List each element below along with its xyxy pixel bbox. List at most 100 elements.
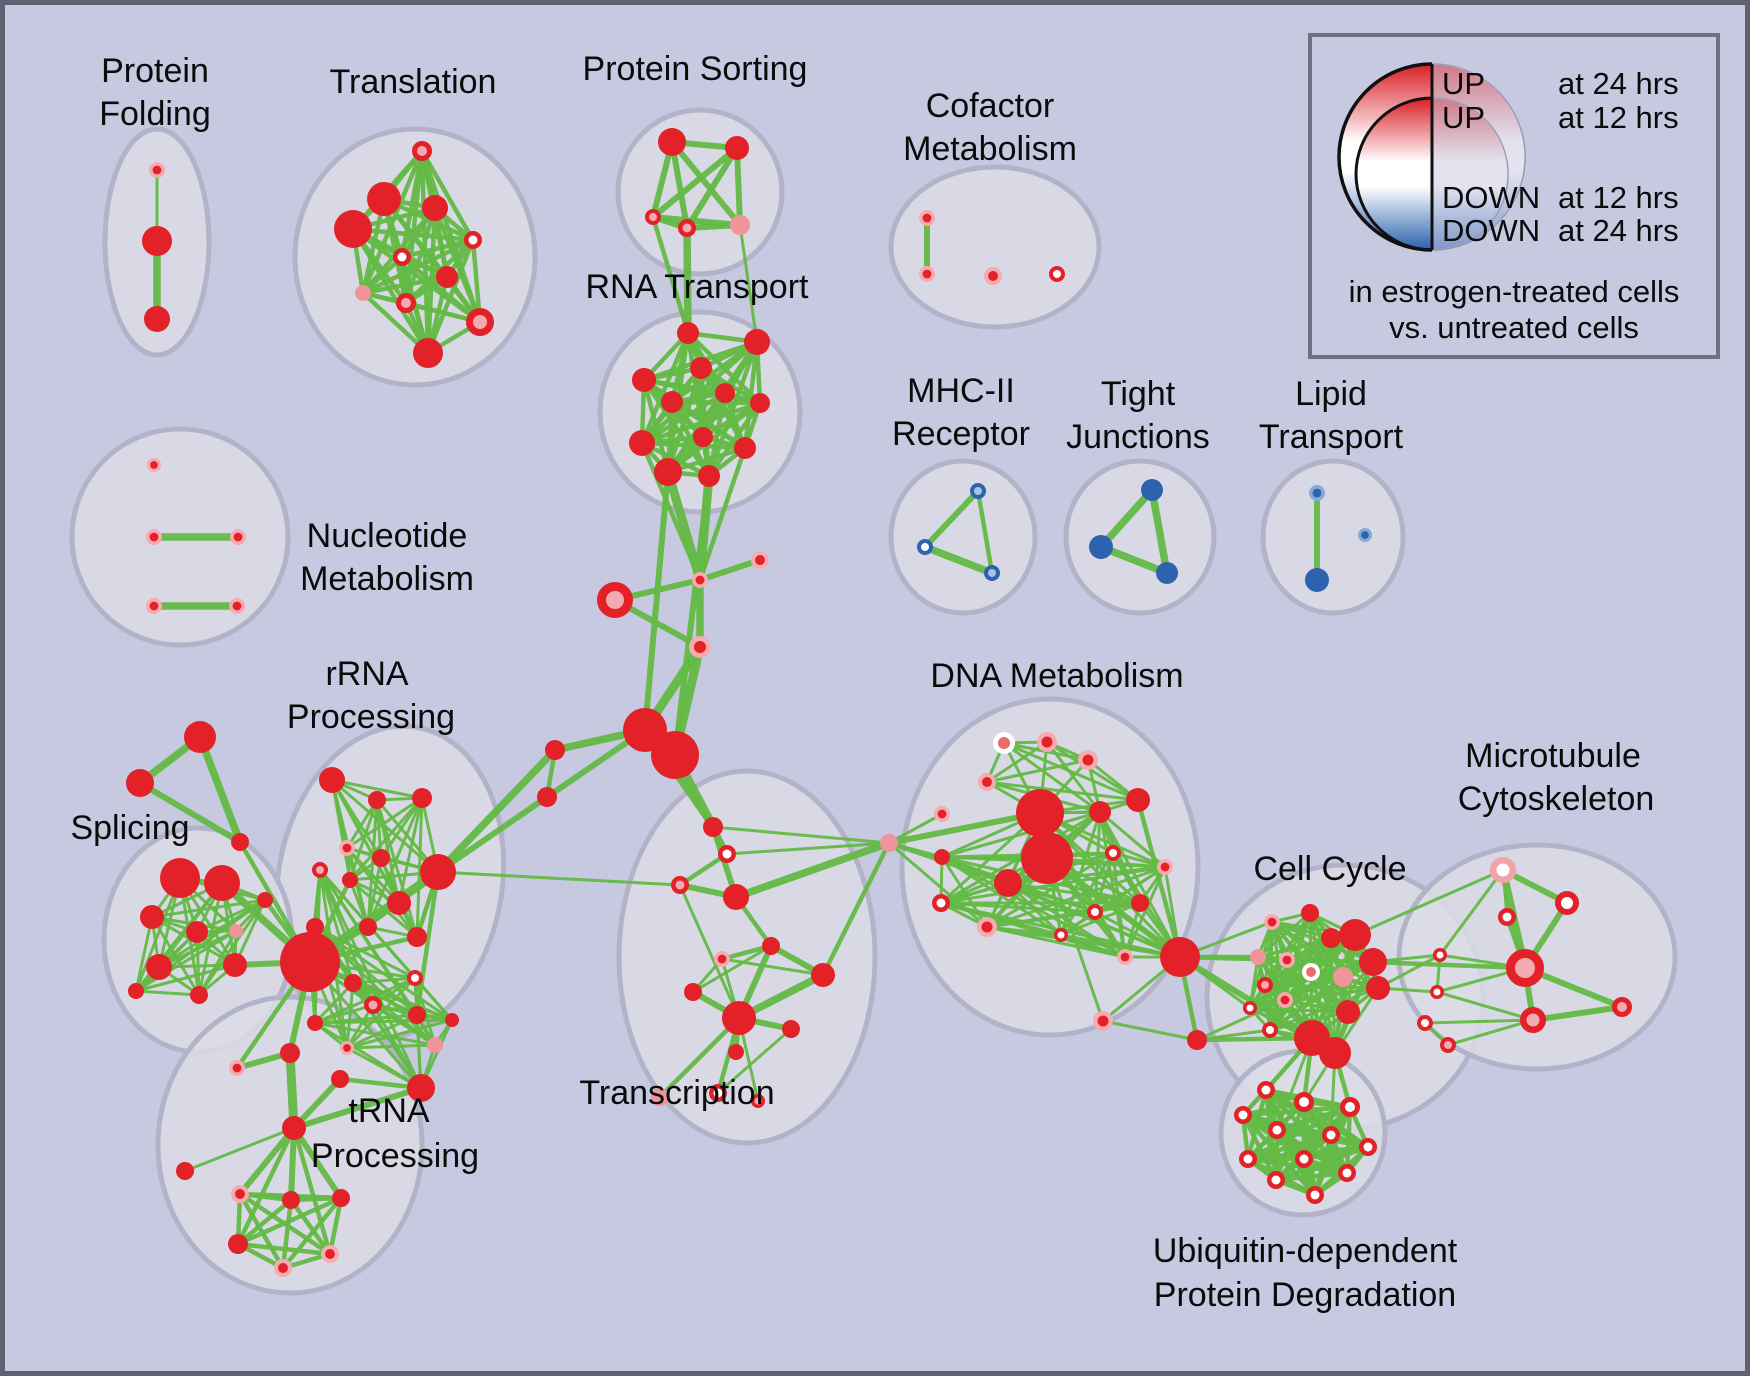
cluster-label: Transport <box>1259 418 1404 456</box>
cluster-label: Folding <box>99 95 211 133</box>
node-tx3 <box>671 876 689 894</box>
cluster-label: Nucleotide <box>307 517 468 555</box>
node-tj1 <box>1141 479 1163 501</box>
node-cc7 <box>1279 952 1295 968</box>
node-lh2 <box>537 787 557 807</box>
node-rt3 <box>632 368 656 392</box>
node-mh3 <box>984 565 1000 581</box>
node-rt4 <box>690 357 712 379</box>
node-t10 <box>466 308 494 336</box>
node-sp3 <box>231 833 249 851</box>
node-rr18 <box>307 1015 323 1031</box>
node-tn5 <box>176 1162 194 1180</box>
node-ub11 <box>1267 1171 1285 1189</box>
node-t7 <box>436 266 458 288</box>
node-tn8 <box>332 1189 350 1207</box>
node-tx8 <box>684 983 702 1001</box>
node-t4 <box>334 210 372 248</box>
node-ub3 <box>1340 1097 1360 1117</box>
node-sp4 <box>160 858 200 898</box>
node-nm4 <box>146 598 162 614</box>
node-t1 <box>412 141 432 161</box>
node-ub6 <box>1322 1126 1340 1144</box>
node-tn3 <box>331 1070 349 1088</box>
node-ub2 <box>1294 1092 1314 1112</box>
node-tx14 <box>751 1094 765 1108</box>
node-mt7 <box>1433 948 1447 962</box>
node-cc6 <box>1250 949 1266 965</box>
node-t9 <box>396 293 416 313</box>
node-sp13 <box>128 983 144 999</box>
node-ch1 <box>692 572 708 588</box>
node-ch2 <box>751 551 769 569</box>
node-ub10 <box>1338 1164 1356 1182</box>
node-dn15 <box>1105 845 1121 861</box>
node-cc2 <box>1301 904 1319 922</box>
node-cc18 <box>1187 1030 1207 1050</box>
cluster-label: Junctions <box>1066 418 1210 456</box>
node-rr12 <box>407 927 427 947</box>
node-t11 <box>413 338 443 368</box>
node-pf3 <box>144 306 170 332</box>
node-sp5 <box>204 865 240 901</box>
cluster-label: Lipid <box>1295 375 1367 413</box>
node-rr21 <box>407 1074 435 1102</box>
node-tx10 <box>782 1020 800 1038</box>
node-mt4 <box>1506 949 1544 987</box>
node-mt10 <box>1440 1037 1456 1053</box>
node-tj2 <box>1089 535 1113 559</box>
node-pf1 <box>149 162 165 178</box>
node-nm1 <box>147 458 161 472</box>
node-rr6 <box>372 849 390 867</box>
cluster-ellipse-cofactor-metabolism <box>888 164 1102 330</box>
node-rt6 <box>715 383 735 403</box>
legend-box: UP at 24 hrs UP at 12 hrs DOWN at 12 hrs… <box>1308 33 1720 359</box>
node-dn13 <box>1089 801 1111 823</box>
node-nm3 <box>230 529 246 545</box>
node-rt9 <box>693 427 713 447</box>
node-t5 <box>464 231 482 249</box>
node-rr19 <box>427 1037 443 1053</box>
node-mt1 <box>1490 857 1516 883</box>
node-lt3 <box>1358 528 1372 542</box>
cluster-label: rRNA <box>325 655 408 693</box>
node-dn18 <box>1087 904 1103 920</box>
node-rr8 <box>420 854 456 890</box>
cluster-label: Cofactor <box>926 87 1055 125</box>
node-cc9 <box>1333 967 1353 987</box>
network-graph: Protein Folding Translation Protein Sorting… <box>69 50 1678 1314</box>
node-dn3 <box>1078 750 1098 770</box>
node-rr11 <box>359 918 377 936</box>
node-cc13 <box>1262 1022 1278 1038</box>
node-dn12 <box>994 869 1022 897</box>
node-ub5 <box>1268 1121 1286 1139</box>
node-nm2 <box>146 529 162 545</box>
legend-time-label: at 24 hrs <box>1558 66 1679 101</box>
node-dn1 <box>993 732 1015 754</box>
node-sp7 <box>186 921 208 943</box>
node-rt2 <box>744 329 770 355</box>
node-ch4 <box>689 636 711 658</box>
node-dn4 <box>978 773 996 791</box>
cluster-label: Metabolism <box>300 560 474 598</box>
node-rr3 <box>412 788 432 808</box>
node-ch3 <box>597 582 633 618</box>
node-dn20 <box>1117 949 1133 965</box>
cluster-label: Cell Cycle <box>1253 850 1406 888</box>
node-rr7 <box>342 872 358 888</box>
node-sp2 <box>126 769 154 797</box>
node-dn10 <box>1016 789 1064 837</box>
node-rt11 <box>654 458 682 486</box>
node-tn9 <box>228 1234 248 1254</box>
node-rr10 <box>306 918 324 936</box>
cluster-label: Tight <box>1101 375 1176 413</box>
node-lh1 <box>545 740 565 760</box>
cluster-label: Cytoskeleton <box>1458 780 1655 818</box>
node-nm5 <box>229 598 245 614</box>
legend-time-label: at 12 hrs <box>1558 180 1679 215</box>
legend-level-label: DOWN <box>1442 213 1541 248</box>
node-cf3 <box>984 267 1002 285</box>
node-pf2 <box>142 226 172 256</box>
node-ub1 <box>1257 1081 1275 1099</box>
cluster-label: Processing <box>311 1137 479 1175</box>
